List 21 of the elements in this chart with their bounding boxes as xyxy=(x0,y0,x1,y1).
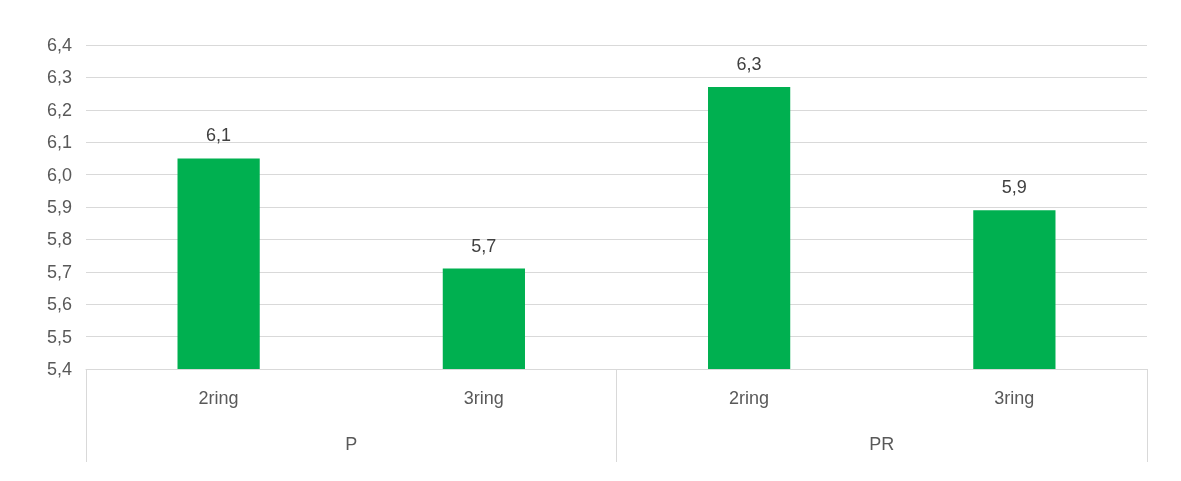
x-tick-label: 3ring xyxy=(994,388,1035,408)
y-tick-label: 5,7 xyxy=(46,261,72,282)
data-label: 6,1 xyxy=(206,125,232,146)
x-tick-label: 2ring xyxy=(198,388,239,408)
x-tick-label: 2ring xyxy=(729,388,770,408)
y-tick-label: 5,9 xyxy=(46,197,72,217)
y-tick-label: 5,5 xyxy=(46,326,72,347)
data-label: 5,7 xyxy=(471,235,497,256)
y-tick-label: 5,4 xyxy=(46,359,72,379)
text: P xyxy=(345,434,358,454)
y-tick-label: 5,8 xyxy=(46,229,72,250)
y-tick-label: 6,1 xyxy=(46,132,72,153)
y-tick-label: 6,2 xyxy=(46,99,72,120)
data-label: 5,9 xyxy=(1001,177,1027,198)
y-tick-label: 6,0 xyxy=(46,164,72,185)
y-tick-label: 6,4 xyxy=(46,35,72,55)
data-label: 6,3 xyxy=(736,54,762,75)
y-tick-label: 6,3 xyxy=(46,67,72,88)
text: PR xyxy=(869,434,895,454)
y-tick-label: 5,6 xyxy=(46,294,72,315)
x-tick-label: 3ring xyxy=(463,388,504,408)
